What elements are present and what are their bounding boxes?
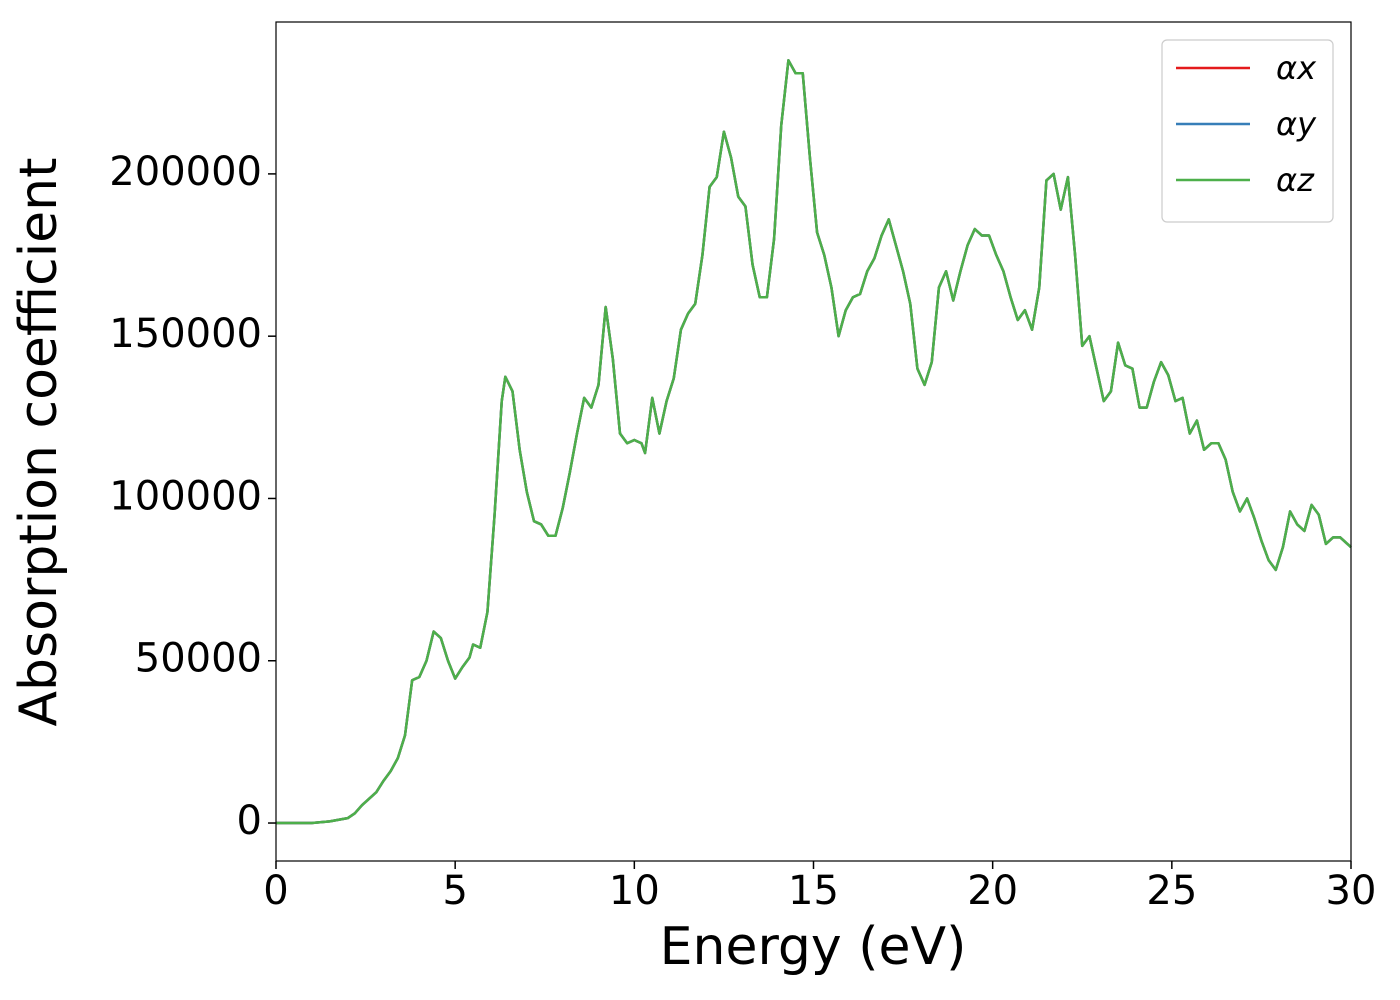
y-tick-label: 100000: [109, 473, 262, 519]
y-tick-label: 200000: [109, 149, 262, 195]
x-tick-label: 5: [442, 868, 467, 914]
legend-label: αz: [1276, 161, 1315, 199]
data-line: [276, 59, 1352, 825]
x-tick-label: 25: [1146, 868, 1197, 914]
plot-frame: [275, 21, 1352, 862]
legend-label: αy: [1276, 105, 1317, 143]
y-tick-label: 0: [237, 798, 262, 844]
legend-label: αx: [1276, 49, 1317, 87]
x-tick-label: 15: [788, 868, 839, 914]
x-tick-label: 10: [609, 868, 660, 914]
x-tick-label: 0: [263, 868, 288, 914]
x-axis-label: Energy (eV): [660, 917, 967, 977]
x-tick-label: 20: [967, 868, 1018, 914]
y-axis-label: Absorption coefficient: [9, 157, 69, 726]
y-tick-label: 50000: [135, 636, 262, 682]
x-tick-label: 30: [1326, 868, 1377, 914]
y-tick-label: 150000: [109, 311, 262, 357]
legend-box: [1161, 39, 1334, 223]
